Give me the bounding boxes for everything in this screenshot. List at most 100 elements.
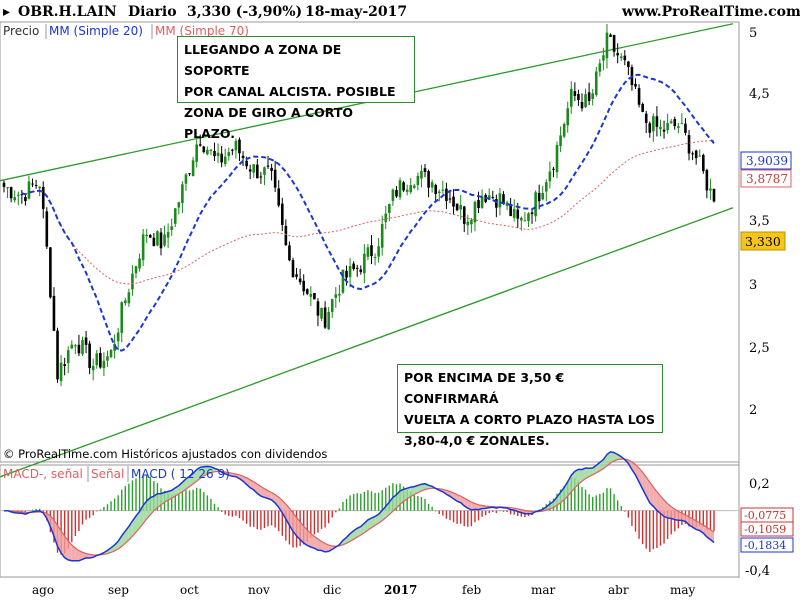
candle-body [59, 362, 63, 381]
macd-band [257, 484, 261, 497]
macd-band [585, 468, 590, 479]
annotation-support-line-3: ZONA DE GIRO A CORTO PLAZO. [184, 105, 354, 141]
macd-band [396, 490, 401, 508]
candle-body [34, 185, 38, 187]
candle-body [245, 160, 248, 167]
candle-body [280, 203, 284, 225]
candle-body [49, 247, 52, 298]
candle-body [534, 192, 537, 217]
candle-body [106, 356, 109, 361]
candle-body [231, 149, 234, 151]
candle-body [327, 311, 330, 330]
candle-body [252, 164, 256, 173]
x-tick-dic: dic [323, 583, 342, 597]
candle-body [124, 300, 127, 304]
macd-band [660, 496, 665, 517]
candle-body [541, 193, 545, 200]
candle-body [298, 278, 302, 283]
candle-body [448, 198, 452, 200]
macd-band [557, 492, 561, 506]
candle-body [84, 337, 88, 345]
macd-band [185, 476, 190, 490]
y-tick-3-5: 3,5 [749, 214, 770, 229]
macd-band [653, 486, 657, 511]
macd-layer [0, 450, 739, 562]
candle-body [74, 345, 77, 347]
macd-band [300, 521, 304, 543]
macd-band [243, 476, 247, 485]
candle-body [619, 56, 623, 58]
ma20-tag [740, 151, 792, 170]
candle-body [341, 269, 345, 293]
candle-body [562, 123, 566, 137]
macd-band [664, 500, 668, 518]
candle-body [384, 213, 388, 222]
candle-body [330, 299, 334, 312]
macd-band [392, 494, 397, 512]
candle-body [116, 332, 120, 342]
candle-body [648, 123, 652, 133]
macd-band [53, 520, 58, 547]
candle-body [288, 245, 291, 261]
ma20-line [21, 73, 715, 352]
candle-body [655, 116, 659, 127]
candle-body [259, 176, 263, 178]
ma20-value: 3,9039 [746, 154, 788, 168]
macd-band [471, 502, 475, 510]
macd-band [307, 530, 311, 548]
macd-band [78, 550, 83, 561]
legend-ma70: MM (Simple 70) [155, 24, 249, 38]
candle-body [441, 189, 445, 191]
legend-signal: Señal [91, 467, 124, 481]
candle-body [45, 211, 49, 247]
candle-body [181, 184, 184, 204]
candle-body [263, 167, 266, 175]
macd-band [674, 509, 679, 521]
candle-body [409, 185, 413, 193]
candle-body [170, 226, 173, 230]
candle-body [363, 253, 366, 274]
annotation-support: LLEGANDO A ZONA DE SOPORTE POR CANAL ALC… [177, 36, 415, 141]
macd-band [581, 468, 586, 482]
candle-body [52, 295, 56, 331]
macd-band [635, 464, 640, 483]
macd-band [189, 473, 194, 487]
candle-body [413, 185, 416, 188]
header-arrow: ▸ [3, 4, 10, 20]
annotation-confirm-line-2: VUELTA A CORTO PLAZO HASTA LOS [404, 412, 655, 427]
macd-band [250, 479, 254, 490]
candle-body [705, 169, 709, 191]
candle-body [516, 209, 520, 219]
candle-body [70, 344, 74, 349]
macd-band [357, 526, 361, 538]
macd-tag-macd [740, 537, 794, 553]
candle-body [173, 208, 177, 224]
y-tick-3: 3 [749, 278, 757, 293]
candle-body [405, 189, 409, 192]
candle-body [238, 139, 241, 154]
price-y-axis: 5 4,5 3,5 3 2,5 2 [749, 26, 770, 418]
x-tick-sep: sep [108, 583, 129, 597]
candle-body [659, 126, 662, 130]
macd-band [467, 500, 472, 510]
candle-body [623, 55, 627, 61]
candle-body [477, 199, 480, 209]
macd-band [667, 503, 672, 519]
macd-band [342, 537, 347, 545]
macd-band [111, 544, 115, 553]
candle-body [552, 168, 555, 170]
candle-body [480, 196, 484, 208]
macd-band [292, 512, 297, 536]
candle-body [698, 155, 702, 157]
candle-body [177, 202, 181, 208]
candle-body [395, 189, 398, 197]
candle-body [634, 83, 637, 87]
candle-body [316, 301, 320, 316]
candle-body [709, 188, 712, 191]
candle-body [202, 146, 206, 153]
macd-band [656, 491, 661, 514]
candle-body [277, 188, 281, 206]
candle-body [423, 168, 427, 172]
candle-body [166, 232, 170, 238]
candle-body [473, 201, 477, 223]
